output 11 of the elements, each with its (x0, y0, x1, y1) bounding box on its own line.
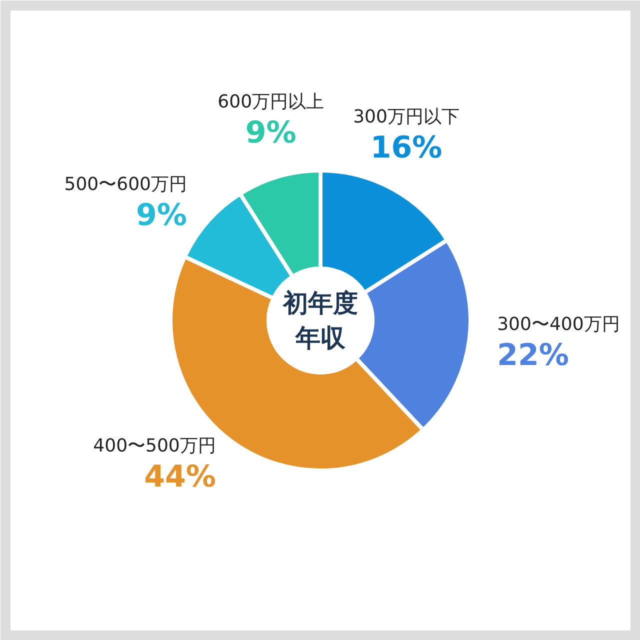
data-label: 9% (245, 116, 296, 151)
slice-label: 500〜600万円 (64, 174, 187, 195)
text: 初年度年収 (282, 288, 358, 352)
slice-label: 600万円以上 (218, 92, 324, 113)
data-label: 22% (497, 338, 569, 373)
data-label: 16% (370, 130, 442, 166)
data-label: 9% (136, 198, 187, 233)
slice-label: 300万円以下 (353, 106, 460, 128)
slice-label: 300〜400万円 (497, 314, 620, 335)
slice-label: 400〜500万円 (93, 436, 216, 457)
data-label: 44% (144, 460, 216, 495)
